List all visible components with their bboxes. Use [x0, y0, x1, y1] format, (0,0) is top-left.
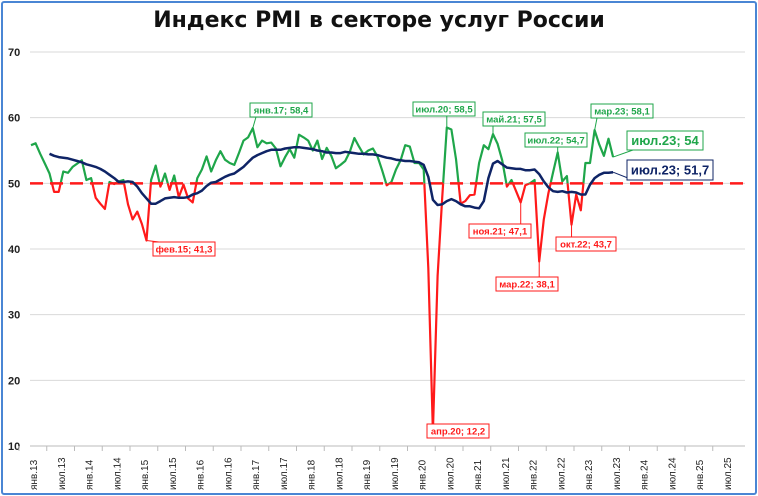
y-tick-label: 60 — [8, 113, 20, 125]
annotation-box — [524, 132, 588, 148]
x-tick-label: янв.18 — [307, 459, 318, 490]
y-tick-label: 70 — [8, 47, 20, 59]
annotation-label: апр.20; 12,2 — [431, 427, 485, 438]
annotation-box — [495, 276, 559, 292]
x-tick-label: июл.23 — [612, 457, 623, 490]
x-tick-label: июл.21 — [501, 457, 512, 490]
annotation-box — [468, 223, 532, 239]
y-tick-label: 20 — [8, 375, 20, 387]
x-tick-label: янв.16 — [196, 459, 207, 490]
y-tick-label: 30 — [8, 310, 20, 322]
chart-title: Индекс PMI в секторе услуг России — [153, 8, 605, 33]
x-tick-label: янв.24 — [640, 459, 651, 490]
annotation-label: мар.23; 58,1 — [594, 107, 650, 118]
x-tick-label: янв.25 — [695, 459, 706, 490]
annotation-box — [426, 423, 490, 439]
annotation-label: июл.20; 58,5 — [415, 105, 473, 116]
x-tick-label: янв.21 — [473, 459, 484, 490]
annotation-leader — [252, 116, 257, 129]
annotation-box — [626, 130, 704, 151]
x-tick-label: янв.22 — [529, 459, 540, 490]
annotation-box — [555, 236, 617, 252]
annotation-label: май.21; 57,5 — [486, 115, 542, 126]
x-tick-label: июл.20 — [445, 457, 456, 490]
x-tick-label: янв.13 — [29, 459, 40, 490]
annotation-box — [249, 102, 313, 118]
x-tick-label: июл.22 — [556, 457, 567, 490]
annotation-label: июл.23; 54 — [631, 133, 699, 148]
x-tick-label: янв.17 — [251, 459, 262, 490]
x-tick-label: июл.13 — [57, 457, 68, 490]
x-tick-label: янв.19 — [362, 459, 373, 490]
annotation-box — [152, 241, 216, 257]
y-tick-label: 40 — [8, 244, 20, 256]
annotation-leader — [612, 149, 634, 158]
annotation-box — [590, 103, 654, 119]
annotation-label: июл.22; 54,7 — [527, 136, 584, 147]
x-tick-label: июл.24 — [667, 457, 678, 490]
annotation-box — [482, 111, 546, 127]
annotation-label: июл.23; 51,7 — [631, 163, 709, 178]
pmi-line-below-50 — [50, 183, 585, 433]
x-tick-label: июл.15 — [168, 457, 179, 490]
x-tick-label: июл.18 — [334, 457, 345, 490]
annotation-box — [412, 101, 476, 117]
x-tick-label: июл.25 — [723, 457, 734, 490]
pmi-line-above-50 — [30, 126, 615, 184]
x-tick-label: янв.23 — [584, 459, 595, 490]
annotation-leader — [594, 117, 598, 131]
annotation-label: мар.22; 38,1 — [499, 280, 555, 291]
annotation-label: ноя.21; 47,1 — [473, 227, 528, 238]
annotation-label: фев.15; 41,3 — [156, 245, 213, 256]
x-tick-label: янв.20 — [418, 459, 429, 490]
x-tick-label: июл.16 — [223, 457, 234, 490]
x-tick-label: июл.14 — [112, 457, 123, 490]
x-tick-label: янв.15 — [140, 459, 151, 490]
y-tick-label: 50 — [8, 178, 20, 190]
y-tick-label: 10 — [8, 441, 20, 453]
x-tick-label: июл.17 — [279, 457, 290, 490]
average-line — [49, 145, 614, 210]
annotation-label: окт.22; 43,7 — [560, 240, 612, 251]
x-tick-label: янв.14 — [85, 459, 96, 490]
annotation-box — [626, 159, 714, 181]
annotation-label: янв.17; 58,4 — [254, 106, 309, 117]
x-tick-label: июл.19 — [390, 457, 401, 490]
